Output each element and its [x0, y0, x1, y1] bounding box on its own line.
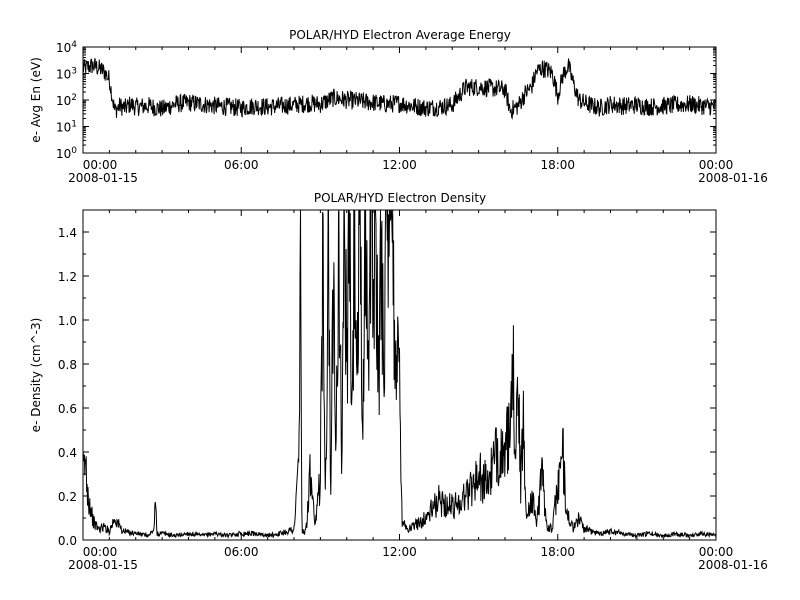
y-tick-label: 1.4 [58, 226, 77, 240]
x-date-label: 2008-01-15 [68, 558, 138, 572]
energy-series-line [82, 58, 717, 120]
y-tick-label: 100 [56, 146, 77, 161]
y-tick-label: 101 [56, 120, 77, 135]
density-panel: POLAR/HYD Electron Density e- Density (c… [29, 191, 768, 572]
y-tick-label: 1.0 [58, 314, 77, 328]
y-tick-label: 0.2 [58, 490, 77, 504]
energy-y-axis: 100 101 102 103 104 [56, 40, 716, 161]
y-tick-label: 0.4 [58, 446, 77, 460]
x-tick-label: 12:00 [382, 545, 417, 559]
x-tick-label: 06:00 [224, 545, 259, 559]
x-tick-label: 00:00 [83, 545, 118, 559]
energy-ylabel: e- Avg En (eV) [29, 57, 43, 143]
x-date-label: 2008-01-15 [68, 171, 138, 185]
x-tick-label: 06:00 [224, 158, 259, 172]
y-tick-label: 0.8 [58, 358, 77, 372]
density-ylabel: e- Density (cm^-3) [29, 318, 43, 433]
density-series-line [82, 209, 717, 539]
x-tick-label: 12:00 [382, 158, 417, 172]
y-tick-label: 0.6 [58, 402, 77, 416]
energy-panel: POLAR/HYD Electron Average Energy e- Avg… [29, 28, 768, 185]
density-title: POLAR/HYD Electron Density [314, 191, 486, 205]
y-tick-label: 1.2 [58, 270, 77, 284]
energy-title: POLAR/HYD Electron Average Energy [289, 28, 511, 42]
x-date-label: 2008-01-16 [698, 171, 768, 185]
x-tick-label: 00:00 [699, 545, 734, 559]
x-tick-label: 18:00 [540, 545, 575, 559]
y-tick-label: 103 [56, 67, 77, 82]
y-tick-label: 0.0 [58, 534, 77, 548]
x-tick-label: 18:00 [540, 158, 575, 172]
y-tick-label: 102 [56, 93, 77, 108]
y-tick-label: 104 [56, 40, 77, 55]
x-date-label: 2008-01-16 [698, 558, 768, 572]
density-y-axis: 0.0 0.2 0.4 0.6 0.8 1.0 1.2 1.4 [58, 209, 716, 548]
x-tick-label: 00:00 [699, 158, 734, 172]
x-tick-label: 00:00 [83, 158, 118, 172]
